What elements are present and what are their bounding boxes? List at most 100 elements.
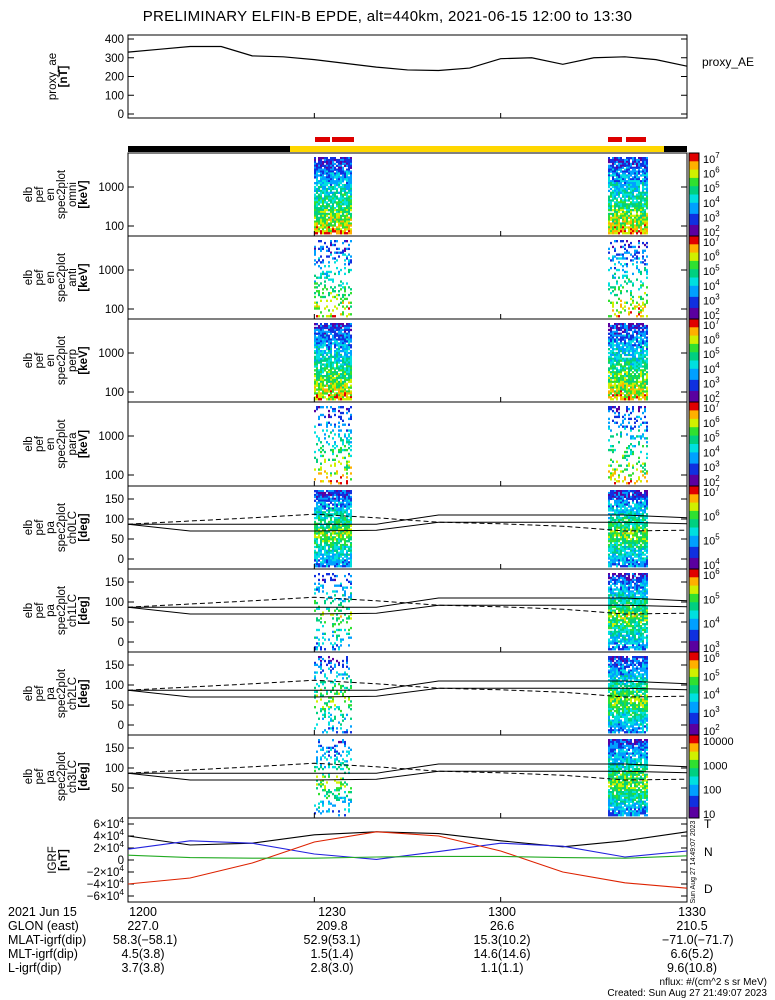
spectrogram-pixel <box>318 376 320 380</box>
spectrogram-pixel <box>338 214 340 218</box>
spectrogram-pixel <box>346 536 348 539</box>
spectrogram-pixel <box>318 555 320 558</box>
spectrogram-pixel <box>640 336 642 339</box>
spectrogram-pixel <box>624 305 626 308</box>
spectrogram-pixel <box>340 392 342 395</box>
spectrogram-pixel <box>634 230 636 233</box>
spectrogram-pixel <box>618 532 620 535</box>
spectrogram-pixel <box>628 278 630 281</box>
spectrogram-pixel <box>338 160 340 164</box>
spectrogram-pixel <box>630 386 632 389</box>
spectrogram-pixel <box>346 207 348 210</box>
spectrogram-pixel <box>330 561 332 564</box>
spectrogram-pixel <box>314 530 316 533</box>
spectrogram-pixel <box>610 365 612 368</box>
spectrogram-pixel <box>316 373 318 376</box>
spectrogram-pixel <box>646 299 648 302</box>
spectrogram-pixel <box>340 178 342 181</box>
spectrogram-pixel <box>336 470 338 473</box>
spectrogram-pixel <box>320 162 322 166</box>
spectrogram-pixel <box>326 340 328 343</box>
colorbar-cell <box>689 699 699 703</box>
spectrogram-pixel <box>630 197 632 200</box>
spectrogram-pixel <box>630 392 632 395</box>
panel-ylabel-1-2: en <box>45 188 57 201</box>
spectrogram-pixel <box>330 251 332 254</box>
spectrogram-pixel <box>320 197 322 200</box>
spectrogram-pixel <box>334 295 336 299</box>
spectrogram-pixel <box>610 388 612 391</box>
spectrogram-pixel <box>334 513 336 516</box>
spectrogram-pixel <box>610 429 612 432</box>
panel-frame <box>127 651 688 736</box>
spectrogram-pixel <box>608 168 610 171</box>
spectrogram-pixel <box>612 540 614 543</box>
spectrogram-pixel <box>610 376 612 380</box>
spectrogram-pixel <box>338 526 340 529</box>
colorbar-cell <box>689 685 699 689</box>
colorbar-cell <box>689 654 699 659</box>
spectrogram-pixel <box>350 394 352 397</box>
spectrogram-pixel <box>350 338 352 341</box>
spectrogram-pixel <box>324 557 326 560</box>
spectrogram-pixel <box>644 324 646 328</box>
spectrogram-pixel <box>626 207 628 210</box>
spectrogram-pixel <box>338 323 340 326</box>
spectrogram-pixel <box>348 505 350 508</box>
spectrogram-pixel <box>330 374 332 378</box>
spectrogram-pixel <box>314 363 316 366</box>
spectrogram-pixel <box>620 398 622 401</box>
spectrogram-pixel <box>328 170 330 173</box>
spectrogram-pixel <box>322 205 324 208</box>
spectrogram-pixel <box>624 342 626 345</box>
spectrogram-pixel <box>346 528 348 531</box>
spectrogram-pixel <box>626 553 628 556</box>
spectrogram-pixel <box>316 509 318 512</box>
spectrogram-pixel <box>348 313 350 316</box>
spectrogram-pixel <box>340 185 342 189</box>
spectrogram-pixel <box>608 425 610 428</box>
spectrogram-pixel <box>630 226 632 229</box>
spectrogram-pixel <box>336 232 338 235</box>
spectrogram-pixel <box>342 328 344 332</box>
spectrogram-pixel <box>338 513 340 516</box>
spectrogram-pixel <box>344 355 346 359</box>
spectrogram-pixel <box>326 390 328 393</box>
colorbar-cell <box>689 707 699 711</box>
spectrogram-pixel <box>644 421 646 424</box>
spectrogram-pixel <box>646 338 648 341</box>
spectrogram-pixel <box>620 340 622 343</box>
ytick-7-0: 150 <box>105 660 124 672</box>
spectrogram-pixel <box>618 286 620 289</box>
spectrogram-pixel <box>634 326 636 330</box>
spectrogram-pixel <box>632 203 634 206</box>
spectrogram-pixel <box>618 476 620 479</box>
spectrogram-pixel <box>644 429 646 432</box>
spectrogram-pixel <box>644 373 646 376</box>
spectrogram-pixel <box>314 528 316 531</box>
spectrogram-pixel <box>614 559 616 562</box>
spectrogram-pixel <box>626 326 628 330</box>
spectrogram-pixel <box>320 505 322 508</box>
spectrogram-pixel <box>340 396 342 399</box>
spectrogram-pixel <box>610 205 612 208</box>
spectrogram-pixel <box>610 472 612 475</box>
spectrogram-pixel <box>330 205 332 208</box>
spectrogram-pixel <box>618 195 620 198</box>
spectrogram-pixel <box>328 497 330 501</box>
spectrogram-pixel <box>314 538 316 541</box>
spectrogram-pixel <box>624 499 626 502</box>
spectrogram-pixel <box>614 293 616 297</box>
spectrogram-pixel <box>618 553 620 556</box>
spectrogram-pixel <box>346 540 348 543</box>
spectrogram-pixel <box>628 178 630 181</box>
spectrogram-pixel <box>322 526 324 529</box>
colorbar-cell <box>689 271 699 276</box>
spectrogram-pixel <box>616 392 618 395</box>
spectrogram-pixel <box>610 367 612 370</box>
spectrogram-pixel <box>320 240 322 243</box>
spectrogram-pixel <box>344 162 346 166</box>
spectrogram-pixel <box>342 324 344 328</box>
spectrogram-pixel <box>336 355 338 359</box>
spectrogram-pixel <box>630 166 632 169</box>
